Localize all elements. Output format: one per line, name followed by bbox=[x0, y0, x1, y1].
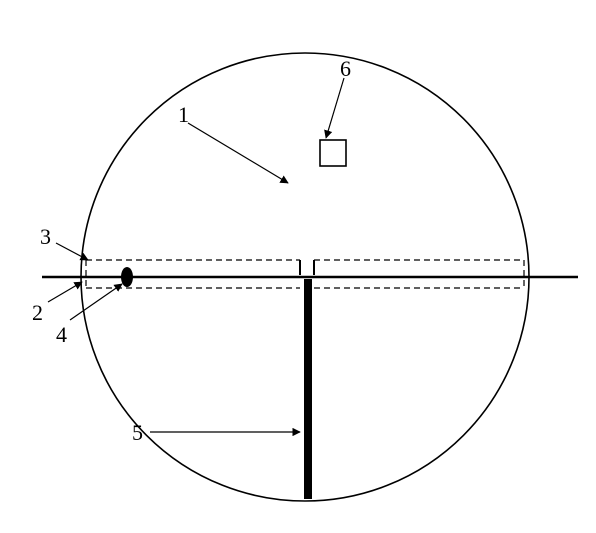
leader-2 bbox=[48, 282, 82, 302]
leader-6 bbox=[326, 78, 344, 138]
leader-1 bbox=[188, 123, 288, 183]
label-1: 1 bbox=[178, 102, 189, 128]
label-3: 3 bbox=[40, 224, 51, 250]
diagram-root: 1 6 3 2 4 5 bbox=[0, 0, 596, 533]
vertical-bar bbox=[304, 279, 312, 499]
label-6: 6 bbox=[340, 56, 351, 82]
label-4: 4 bbox=[56, 322, 67, 348]
label-5: 5 bbox=[132, 420, 143, 446]
diagram-svg bbox=[0, 0, 596, 533]
small-square-6 bbox=[320, 140, 346, 166]
node-4-marker bbox=[121, 267, 133, 287]
leader-4 bbox=[70, 284, 122, 320]
label-2: 2 bbox=[32, 300, 43, 326]
